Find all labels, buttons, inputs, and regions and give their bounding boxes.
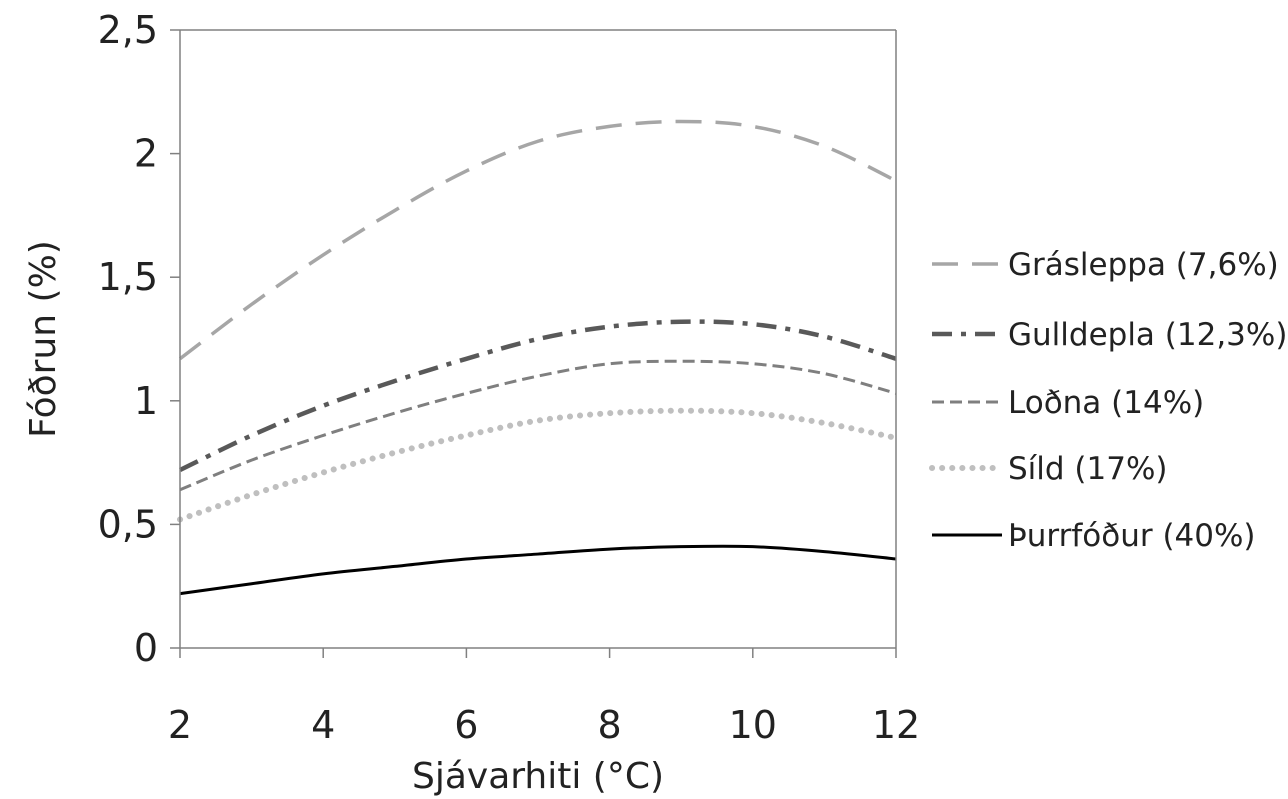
y-axis-ticks: 0 0,5 1 1,5 2 2,5: [98, 8, 180, 670]
series-line: [179, 544, 897, 596]
y-tick-label: 2: [134, 132, 158, 176]
x-tick-label: 4: [311, 703, 335, 747]
series-line: [178, 119, 897, 361]
x-tick-label: 10: [729, 703, 777, 747]
legend-label: Grásleppa (7,6%): [1008, 247, 1279, 283]
y-tick-label: 0,5: [98, 502, 158, 546]
y-tick-label: 1: [134, 379, 158, 423]
y-axis-title: Fóðrun (%): [23, 240, 64, 438]
x-axis-title: Sjávarhiti (°C): [412, 756, 664, 797]
series-line: [179, 359, 897, 492]
y-tick-label: 2,5: [98, 8, 158, 52]
legend-label: Loðna (14%): [1008, 385, 1204, 421]
x-tick-label: 12: [872, 703, 920, 747]
y-tick-label: 0: [134, 626, 158, 670]
legend: Grásleppa (7,6%) Gulldepla (12,3%) Loðna (…: [929, 247, 1287, 554]
plot-series: [177, 119, 899, 596]
x-tick-label: 2: [168, 703, 192, 747]
x-tick-label: 8: [598, 703, 622, 747]
legend-label: Síld (17%): [1008, 451, 1168, 487]
series-line: [177, 407, 899, 523]
series-line: [179, 319, 897, 473]
legend-label: Gulldepla (12,3%): [1008, 317, 1287, 353]
x-tick-label: 6: [454, 703, 478, 747]
x-axis-ticks: 2 4 6 8 10 12: [168, 648, 920, 747]
legend-label: Þurrfóður (40%): [1008, 518, 1256, 554]
y-tick-label: 1,5: [98, 255, 158, 299]
